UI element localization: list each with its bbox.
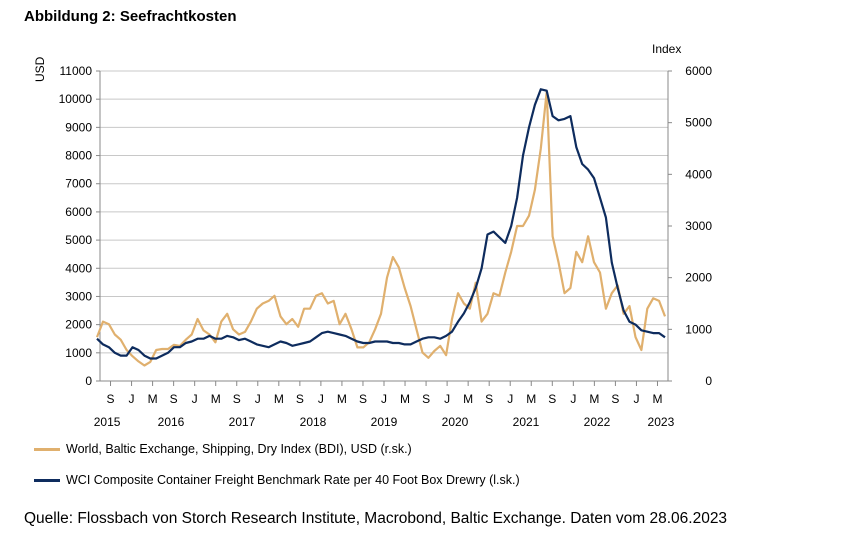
- x-tick-label-21: S: [548, 392, 556, 406]
- chart-svg: 0 1000 2000 3000 4000 5000 6000 7000 8000 9000 100…: [33, 42, 712, 429]
- left-tick-label-11: 11000: [60, 64, 93, 78]
- x-tick-label-19: J: [507, 392, 513, 406]
- x-tick-label-2: M: [148, 392, 158, 406]
- legend-swatch-bdi: [34, 447, 60, 451]
- series-line-wci: [96, 88, 666, 360]
- legend-item-bdi: World, Baltic Exchange, Shipping, Dry In…: [34, 442, 412, 456]
- left-tick-label-3: 3000: [65, 289, 92, 303]
- left-axis-ticks: 0 1000 2000 3000 4000 5000 6000 7000 8000 9000 100…: [59, 64, 100, 388]
- series-lines: [95, 88, 667, 367]
- left-axis-unit: USD: [33, 56, 47, 82]
- x-tick-label-8: M: [274, 392, 284, 406]
- x-tick-label-13: J: [381, 392, 387, 406]
- right-tick-label-4: 4000: [685, 167, 712, 181]
- left-tick-label-1: 1000: [65, 346, 92, 360]
- x-year-label-2018: 2018: [300, 415, 327, 429]
- right-tick-label-0: 0: [705, 374, 712, 388]
- source-note: Quelle: Flossbach von Storch Research In…: [24, 510, 728, 527]
- chart-title: Abbildung 2: Seefrachtkosten: [24, 8, 237, 25]
- x-year-label-2020: 2020: [442, 415, 469, 429]
- x-year-label-2021: 2021: [513, 415, 540, 429]
- legend-label-bdi: World, Baltic Exchange, Shipping, Dry In…: [66, 442, 412, 456]
- x-tick-label-5: M: [211, 392, 221, 406]
- right-axis-ticks: 0 1000 2000 3000 4000 5000 6000: [668, 64, 712, 388]
- right-tick-label-6: 6000: [685, 64, 712, 78]
- x-tick-label-23: M: [589, 392, 599, 406]
- x-year-label-2016: 2016: [158, 415, 185, 429]
- x-tick-label-0: S: [107, 392, 115, 406]
- x-year-label-2023: 2023: [648, 415, 675, 429]
- right-tick-label-2: 2000: [685, 271, 712, 285]
- x-tick-label-15: S: [422, 392, 430, 406]
- x-tick-label-12: S: [359, 392, 367, 406]
- legend-label-wci: WCI Composite Container Freight Benchmar…: [66, 473, 520, 487]
- left-tick-label-9: 9000: [65, 120, 92, 134]
- x-tick-label-7: J: [255, 392, 261, 406]
- left-tick-label-10: 10000: [59, 92, 93, 106]
- x-tick-label-26: M: [652, 392, 662, 406]
- x-tick-label-18: S: [485, 392, 493, 406]
- left-tick-label-5: 5000: [65, 233, 92, 247]
- left-tick-label-7: 7000: [65, 177, 92, 191]
- left-tick-label-8: 8000: [65, 149, 92, 163]
- x-tick-label-3: S: [170, 392, 178, 406]
- gridlines: [100, 70, 668, 382]
- left-tick-label-0: 0: [85, 374, 92, 388]
- axes: [99, 71, 669, 382]
- left-tick-label-6: 6000: [65, 205, 92, 219]
- left-tick-label-2: 2000: [65, 318, 92, 332]
- x-tick-label-10: J: [318, 392, 324, 406]
- x-tick-label-16: J: [444, 392, 450, 406]
- legend-item-wci: WCI Composite Container Freight Benchmar…: [34, 473, 520, 487]
- x-year-label-2019: 2019: [371, 415, 398, 429]
- x-tick-label-20: M: [526, 392, 536, 406]
- right-axis-unit: Index: [652, 42, 681, 56]
- x-tick-label-25: J: [633, 392, 639, 406]
- x-year-label-2015: 2015: [94, 415, 121, 429]
- x-tick-label-24: S: [611, 392, 619, 406]
- legend-swatch-wci: [34, 478, 60, 482]
- right-tick-label-1: 1000: [685, 322, 712, 336]
- x-tick-label-6: S: [233, 392, 241, 406]
- x-tick-label-22: J: [570, 392, 576, 406]
- x-tick-label-1: J: [129, 392, 135, 406]
- right-tick-label-3: 3000: [685, 219, 712, 233]
- x-tick-label-11: M: [337, 392, 347, 406]
- x-tick-label-14: M: [400, 392, 410, 406]
- x-tick-label-4: J: [192, 392, 198, 406]
- left-tick-label-4: 4000: [65, 261, 92, 275]
- right-tick-label-5: 5000: [685, 116, 712, 130]
- x-year-label-2022: 2022: [584, 415, 611, 429]
- x-tick-label-9: S: [296, 392, 304, 406]
- x-year-label-2017: 2017: [229, 415, 256, 429]
- series-line-bdi: [95, 90, 667, 367]
- x-tick-label-17: M: [463, 392, 473, 406]
